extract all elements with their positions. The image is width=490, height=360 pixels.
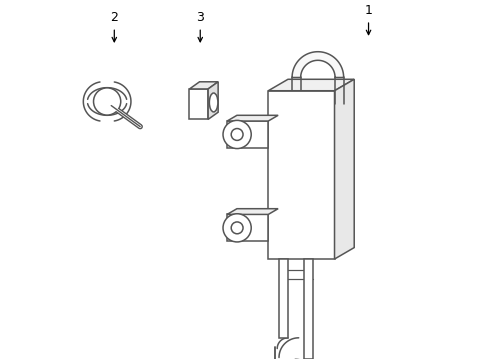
- Circle shape: [223, 120, 251, 149]
- Text: 3: 3: [196, 12, 204, 42]
- Polygon shape: [190, 89, 208, 120]
- Ellipse shape: [209, 93, 218, 112]
- Circle shape: [223, 214, 251, 242]
- Polygon shape: [279, 259, 288, 338]
- Text: 1: 1: [365, 4, 372, 35]
- Polygon shape: [227, 215, 269, 241]
- Polygon shape: [227, 115, 278, 121]
- Circle shape: [94, 88, 121, 115]
- Polygon shape: [190, 82, 218, 89]
- Polygon shape: [335, 79, 354, 259]
- Polygon shape: [227, 209, 278, 215]
- Polygon shape: [269, 79, 354, 91]
- Polygon shape: [292, 52, 343, 77]
- Polygon shape: [269, 91, 335, 259]
- Text: 2: 2: [110, 12, 118, 42]
- Polygon shape: [227, 121, 269, 148]
- Polygon shape: [208, 82, 218, 120]
- Polygon shape: [304, 259, 313, 359]
